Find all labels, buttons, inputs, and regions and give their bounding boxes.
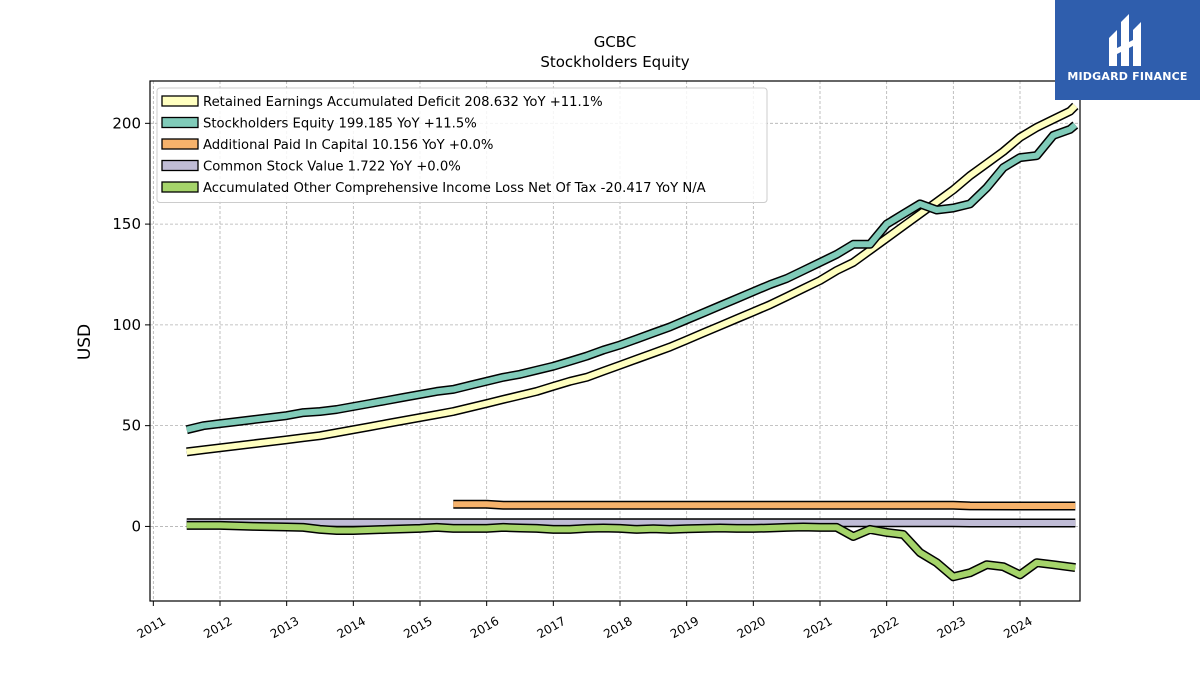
y-tick-label: 100	[112, 316, 141, 334]
chart-subtitle: Stockholders Equity	[540, 53, 689, 71]
y-tick-label: 50	[122, 417, 141, 435]
x-tick-label: 2023	[935, 614, 968, 641]
x-tick-label: 2022	[868, 614, 901, 641]
x-tick-label: 2014	[335, 614, 368, 641]
legend-swatch	[161, 95, 199, 107]
x-tick-label: 2018	[601, 614, 634, 641]
y-axis-label: USD	[75, 324, 95, 360]
legend-swatch	[161, 138, 199, 150]
legend-label: Accumulated Other Comprehensive Income L…	[203, 181, 706, 196]
x-tick-label: 2016	[468, 614, 501, 641]
series-line	[185, 122, 1078, 433]
legend: Retained Earnings Accumulated Deficit 20…	[156, 87, 768, 203]
x-tick-label: 2017	[535, 614, 568, 641]
legend-box	[156, 87, 768, 203]
legend-swatch	[161, 116, 199, 129]
series-line	[186, 522, 1076, 580]
series-line	[453, 501, 1076, 509]
logo-text: MIDGARD FINANCE	[1067, 70, 1188, 83]
brand-logo: MIDGARD FINANCE	[1055, 0, 1200, 100]
logo-mark-icon	[1109, 14, 1141, 66]
x-tick-label: 2015	[401, 614, 434, 641]
series-line	[186, 103, 1078, 455]
x-tick-label: 2012	[201, 614, 234, 641]
legend-label: Retained Earnings Accumulated Deficit 20…	[203, 95, 603, 110]
x-tick-label: 2024	[1001, 614, 1034, 641]
legend-swatch	[161, 181, 199, 193]
y-tick-label: 200	[112, 114, 141, 132]
y-tick-label: 0	[131, 517, 141, 535]
series-layer	[185, 102, 1079, 582]
legend-swatch	[161, 159, 199, 172]
y-tick-label: 150	[112, 215, 141, 233]
x-tick-label: 2019	[668, 614, 701, 641]
legend-label: Stockholders Equity 199.185 YoY +11.5%	[203, 117, 477, 132]
x-tick-label: 2013	[268, 614, 301, 641]
legend-label: Common Stock Value 1.722 YoY +0.0%	[203, 160, 461, 175]
legend-label: Additional Paid In Capital 10.156 YoY +0…	[203, 138, 493, 153]
chart-title: GCBC	[594, 33, 637, 51]
plot-frame	[149, 80, 1081, 602]
x-tick-label: 2020	[735, 614, 768, 641]
x-tick-label: 2021	[801, 614, 834, 641]
x-tick-label: 2011	[135, 614, 168, 641]
